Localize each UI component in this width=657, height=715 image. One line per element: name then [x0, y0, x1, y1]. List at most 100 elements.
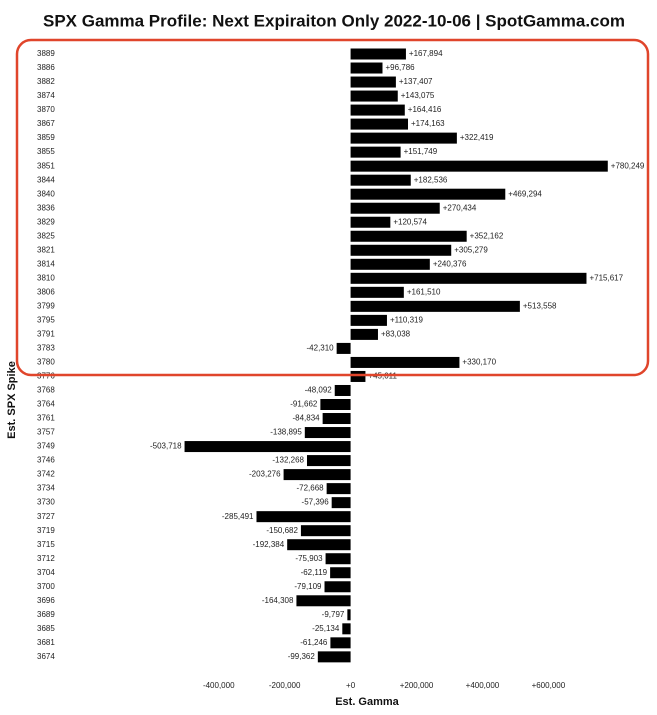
value-label: +513,558	[523, 301, 557, 310]
y-tick-label: 3851	[37, 161, 55, 170]
y-tick-label: 3889	[37, 49, 55, 58]
value-label: -99,362	[288, 652, 316, 661]
value-label: -72,668	[296, 484, 324, 493]
value-label: +96,786	[385, 63, 415, 72]
bar	[325, 553, 351, 565]
value-label: +83,038	[381, 330, 411, 339]
bar	[350, 146, 401, 158]
y-axis-label: Est. SPX Spike	[6, 361, 18, 439]
y-tick-label: 3886	[37, 63, 55, 72]
y-tick-label: 3844	[37, 175, 55, 184]
bar	[350, 314, 387, 326]
highlight-box	[15, 38, 650, 377]
bar	[350, 300, 520, 312]
y-tick-label: 3719	[37, 526, 55, 535]
bar	[306, 455, 351, 467]
value-label: -132,268	[272, 456, 304, 465]
plot: -400,000 -200,000 +0 +200,000 +400,000 +600,0…	[37, 48, 645, 690]
y-tick-label: 3700	[37, 582, 55, 591]
y-tick-label: 3882	[37, 77, 55, 86]
bar	[350, 202, 440, 214]
bar	[350, 174, 411, 186]
bar	[330, 567, 351, 579]
x-tick-label: -200,000	[269, 681, 301, 690]
value-label: -62,119	[301, 568, 328, 577]
x-tick-label: +600,000	[532, 681, 566, 690]
value-label: +715,617	[589, 273, 623, 282]
bar	[350, 48, 406, 60]
bar	[324, 581, 351, 593]
y-tick-label: 3704	[37, 568, 55, 577]
value-label: +120,574	[393, 217, 427, 226]
y-tick-label: 3799	[37, 301, 55, 310]
y-tick-label: 3712	[37, 554, 55, 563]
bar	[347, 609, 351, 621]
y-tick-label: 3734	[37, 484, 55, 493]
y-tick-label: 3810	[37, 273, 55, 282]
bar	[336, 342, 351, 354]
y-tick-label: 3674	[37, 652, 55, 661]
chart-title: SPX Gamma Profile: Next Expiraiton Only …	[43, 11, 625, 30]
y-tick-label: 3840	[37, 189, 55, 198]
value-label: +164,416	[408, 105, 442, 114]
value-label: -84,834	[292, 414, 320, 423]
bar	[350, 118, 409, 130]
value-label: -91,662	[290, 400, 318, 409]
y-tick-label: 3764	[37, 400, 55, 409]
y-tick-label: 3730	[37, 498, 55, 507]
value-label: +270,434	[443, 203, 477, 212]
y-tick-label: 3727	[37, 512, 55, 521]
y-tick-label: 3696	[37, 596, 55, 605]
y-tick-label: 3870	[37, 105, 55, 114]
bar	[350, 258, 430, 270]
value-label: +469,294	[508, 189, 542, 198]
x-tick-label: +200,000	[400, 681, 434, 690]
bar	[334, 384, 351, 396]
bar	[300, 525, 351, 537]
y-tick-label: 3780	[37, 358, 55, 367]
bar	[304, 427, 351, 439]
x-tick-label: -400,000	[203, 681, 235, 690]
bar	[350, 356, 460, 368]
y-tick-label: 3681	[37, 638, 55, 647]
value-label: -138,895	[270, 428, 302, 437]
bar	[320, 399, 351, 410]
value-label: -42,310	[307, 344, 335, 353]
value-label: +161,510	[407, 287, 441, 296]
bar	[350, 76, 396, 88]
y-tick-label: 3836	[37, 203, 55, 212]
bar	[350, 286, 404, 298]
y-tick-label: 3791	[37, 330, 55, 339]
bar	[350, 188, 506, 200]
value-label: -285,491	[222, 512, 254, 521]
value-label: -61,246	[300, 638, 328, 647]
bar	[322, 413, 351, 425]
y-tick-label: 3821	[37, 245, 55, 254]
y-tick-label: 3795	[37, 315, 55, 324]
value-label: -57,396	[302, 498, 330, 507]
y-tick-label: 3859	[37, 133, 55, 142]
value-label: +174,163	[411, 119, 445, 128]
value-label: -9,797	[322, 610, 345, 619]
value-label: +305,279	[454, 245, 488, 254]
value-label: -164,308	[262, 596, 294, 605]
bar	[342, 623, 351, 635]
bar	[350, 104, 405, 116]
value-label: +322,419	[460, 133, 494, 142]
x-axis-label: Est. Gamma	[335, 696, 399, 708]
value-label: -192,384	[253, 540, 285, 549]
y-tick-label: 3768	[37, 386, 55, 395]
bar	[350, 90, 398, 102]
y-tick-label: 3689	[37, 610, 55, 619]
value-label: +143,075	[401, 91, 435, 100]
value-label: +330,170	[462, 358, 496, 367]
value-label: +352,162	[470, 231, 504, 240]
y-tick-label: 3715	[37, 540, 55, 549]
x-tick-label: +0	[346, 681, 356, 690]
value-label: +167,894	[409, 49, 443, 58]
y-tick-label: 3757	[37, 428, 55, 437]
bar	[350, 272, 587, 284]
value-label: -48,092	[305, 386, 333, 395]
